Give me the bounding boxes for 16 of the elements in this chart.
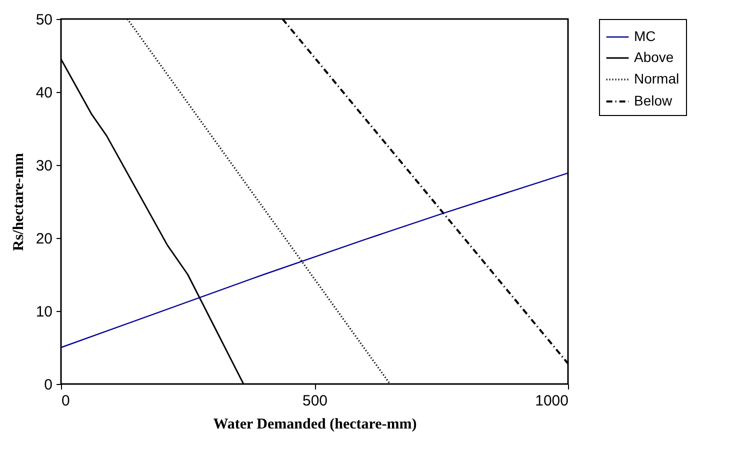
x-tick-label: 0 [62,392,70,410]
legend-label: MC [634,28,656,44]
line-series [60,172,569,348]
y-tick-label: 0 [44,376,52,394]
legend-label: Above [634,49,674,65]
y-axis-title: Rs/hectare-mm [10,152,27,252]
legend-label: Normal [634,70,680,86]
y-tick-label: 20 [36,230,52,248]
x-axis-title: Water Demanded (hectare-mm) [213,416,417,432]
y-tick-label: 40 [36,84,52,102]
y-tick-label: 10 [36,304,52,320]
x-tick-label: 1000 [535,392,568,410]
x-tick-label: 500 [302,392,328,410]
y-tick-label: 30 [36,158,52,174]
y-tick-label: 50 [36,12,52,28]
legend-label: Below [634,92,674,108]
